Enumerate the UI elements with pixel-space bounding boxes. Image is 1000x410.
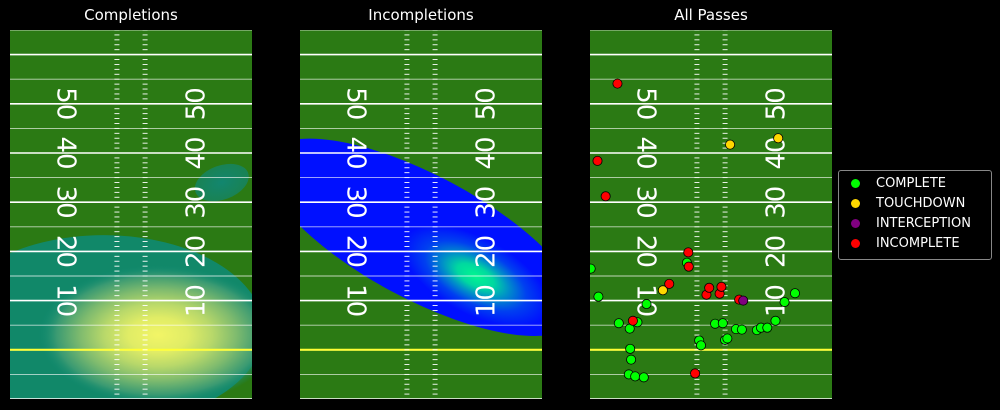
pass-point-touchdown: [725, 139, 736, 150]
legend-item-interception: INTERCEPTION: [851, 214, 971, 232]
yard-number-right: 50: [761, 87, 791, 120]
pass-point-incomplete: [704, 282, 715, 293]
pass-point-incomplete: [664, 278, 675, 289]
yard-number-left: 30: [631, 186, 661, 219]
pass-point-complete: [736, 324, 747, 335]
yard-number-left: 50: [51, 87, 81, 120]
pass-point-touchdown: [773, 133, 784, 144]
legend-item-incomplete: INCOMPLETE: [851, 234, 960, 252]
yard-number-left: 40: [341, 136, 371, 169]
legend: COMPLETE TOUCHDOWN INTERCEPTION INCOMPLE…: [838, 170, 992, 260]
pass-point-incomplete: [716, 281, 727, 292]
pass-point-incomplete: [592, 155, 603, 166]
pass-point-incomplete: [612, 78, 623, 89]
pass-point-complete: [638, 372, 649, 383]
pass-point-complete: [613, 318, 624, 329]
pass-point-incomplete: [690, 368, 701, 379]
yard-number-right: 20: [181, 235, 211, 268]
yard-number-left: 40: [631, 136, 661, 169]
yard-number-right: 40: [181, 136, 211, 169]
pass-point-incomplete: [627, 315, 638, 326]
pass-point-complete: [626, 354, 637, 365]
yard-number-right: 50: [471, 87, 501, 120]
pass-point-incomplete: [683, 261, 694, 272]
panel-title-completions: Completions: [84, 6, 178, 24]
yard-number-right: 20: [471, 235, 501, 268]
legend-label-complete: COMPLETE: [876, 175, 946, 191]
pass-point-complete: [770, 315, 781, 326]
yard-number-left: 40: [51, 136, 81, 169]
pass-point-interception: [738, 295, 749, 306]
legend-item-complete: COMPLETE: [851, 174, 946, 192]
panel-title-all-passes: All Passes: [674, 6, 748, 24]
pass-point-complete: [630, 371, 641, 382]
yard-number-left: 50: [341, 87, 371, 120]
yard-number-right: 30: [761, 186, 791, 219]
yard-number-left: 20: [341, 235, 371, 268]
pass-point-complete: [641, 299, 652, 310]
pass-point-complete: [762, 322, 773, 333]
pass-point-touchdown: [657, 285, 668, 296]
legend-label-touchdown: TOUCHDOWN: [876, 195, 966, 211]
pass-point-incomplete: [600, 191, 611, 202]
yard-number-left: 20: [51, 235, 81, 268]
pass-point-complete: [779, 297, 790, 308]
pass-point-complete: [722, 333, 733, 344]
legend-dot-interception-icon: [851, 218, 860, 228]
yard-number-right: 50: [181, 87, 211, 120]
yard-number-right: 40: [471, 136, 501, 169]
yard-number-left: 20: [631, 235, 661, 268]
yard-number-left: 50: [631, 87, 661, 120]
yard-number-right: 20: [761, 235, 791, 268]
pass-point-complete: [625, 343, 636, 354]
density-peak: [38, 265, 252, 399]
yard-number-left: 10: [51, 284, 81, 317]
density-secondary-peak: [194, 163, 249, 202]
legend-item-touchdown: TOUCHDOWN: [851, 194, 965, 212]
yard-number-left: 10: [341, 284, 371, 317]
yard-number-left: 30: [51, 186, 81, 219]
yard-number-left: 30: [341, 186, 371, 219]
legend-label-interception: INTERCEPTION: [876, 215, 971, 231]
pass-point-complete: [696, 340, 707, 351]
pass-point-complete: [590, 263, 596, 274]
pass-point-complete: [789, 288, 800, 299]
panel-title-incompletions: Incompletions: [368, 6, 474, 24]
pass-point-complete: [593, 291, 604, 302]
legend-dot-touchdown-icon: [851, 198, 860, 208]
legend-dot-complete-icon: [851, 178, 860, 188]
yard-number-right: 30: [181, 186, 211, 219]
legend-label-incomplete: INCOMPLETE: [876, 235, 960, 251]
yard-number-right: 10: [471, 284, 501, 317]
pass-point-complete: [717, 318, 728, 329]
legend-dot-incomplete-icon: [851, 238, 860, 248]
yard-number-right: 10: [181, 284, 211, 317]
yard-number-right: 30: [471, 186, 501, 219]
field-turf: [590, 30, 832, 399]
pass-point-incomplete: [683, 247, 694, 258]
